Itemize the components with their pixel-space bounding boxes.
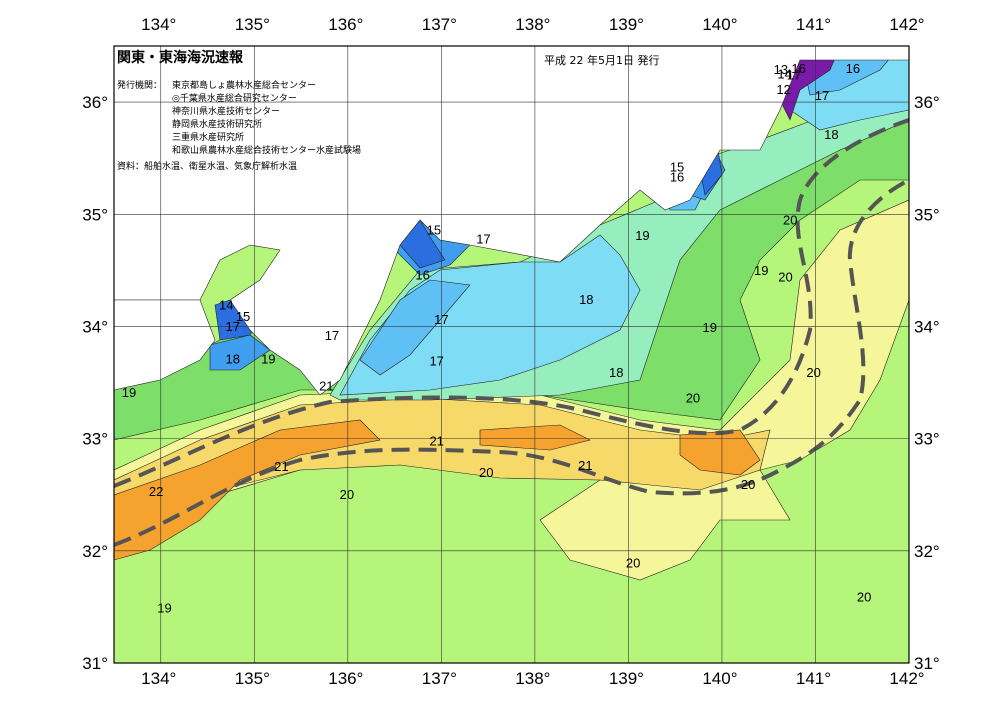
lon-tick-top: 137°: [422, 15, 457, 34]
sst-22c-core: [679, 429, 761, 476]
isotherm-label: 18: [226, 351, 240, 366]
lon-tick-top: 142°: [889, 15, 924, 34]
lat-tick-left: 35°: [82, 205, 108, 224]
isotherm-label: 19: [703, 320, 717, 335]
lon-tick-top: 141°: [796, 15, 831, 34]
agency-label: 発行機関：: [117, 81, 163, 91]
lat-tick-right: 32°: [914, 542, 940, 561]
isotherm-label: 21: [319, 378, 333, 393]
isotherm-label: 19: [157, 601, 171, 616]
isotherm-label: 20: [340, 487, 354, 502]
isotherm-label: 16: [846, 61, 860, 76]
agency-item: 東京都島しょ農林水産総合センター: [172, 81, 317, 91]
sst-15c-band: [209, 334, 271, 371]
lat-tick-left: 31°: [82, 654, 108, 673]
isotherm-label: 22: [149, 484, 163, 499]
isotherm-label: 17: [476, 231, 490, 246]
sst-22c-core: [114, 419, 381, 561]
lon-tick-top: 140°: [702, 15, 737, 34]
isotherm-label: 17: [815, 88, 829, 103]
lon-tick-bottom: 141°: [796, 669, 831, 688]
lat-lon-grid: [114, 46, 909, 663]
lon-tick-top: 135°: [235, 15, 270, 34]
isotherm-label: 16: [670, 170, 684, 185]
lat-tick-right: 36°: [914, 93, 940, 112]
data-source: 資料：船舶水温、衛星水温、気象庁解析水温: [117, 162, 298, 172]
isotherm-label: 19: [754, 263, 768, 278]
lat-tick-left: 33°: [82, 430, 108, 449]
agency-item: 静岡県水産技術研究所: [172, 120, 263, 130]
isotherm-label: 12: [776, 82, 790, 97]
isotherm-label: 20: [778, 270, 792, 285]
isotherm-label: 19: [261, 351, 275, 366]
isotherm-label: 17: [429, 354, 443, 369]
isotherm-label: 17: [226, 319, 240, 334]
isotherm-label: 17: [434, 312, 448, 327]
isotherm-label: 17: [325, 328, 339, 343]
isotherm-label: 14: [777, 67, 791, 82]
kuroshio-axis-lines: [114, 118, 909, 547]
agency-item: ◎千葉県水産総合研究センター: [172, 94, 297, 104]
lon-tick-top: 136°: [328, 15, 363, 34]
kuroshio-north-edge: [114, 118, 909, 488]
isotherm-label: 20: [741, 477, 755, 492]
isotherm-label: 15: [427, 222, 441, 237]
agency-item: 神奈川県水産技術センター: [172, 107, 281, 117]
lon-tick-top: 139°: [609, 15, 644, 34]
isotherm-label: 20: [783, 212, 797, 227]
issue-date: 平成 22 年5月1日 発行: [544, 54, 660, 67]
lon-tick-bottom: 138°: [515, 669, 550, 688]
isotherm-label: 14: [219, 298, 233, 313]
agency-item: 三重県水産研究所: [172, 133, 245, 143]
lon-tick-bottom: 139°: [609, 669, 644, 688]
kii-peninsula-land: [114, 46, 909, 396]
lon-tick-bottom: 134°: [141, 669, 176, 688]
kuroshio-south-edge: [114, 178, 909, 547]
shikoku-land: [114, 299, 216, 391]
map-title: 関東・東海海況速報: [117, 50, 243, 66]
isotherm-label: 20: [479, 465, 493, 480]
isotherm-label: 16: [415, 267, 429, 282]
isotherm-label: 18: [609, 365, 623, 380]
isotherm-label: 21: [274, 459, 288, 474]
isotherm-label: 19: [122, 385, 136, 400]
lon-tick-bottom: 140°: [702, 669, 737, 688]
isotherm-label: 20: [857, 589, 871, 604]
isotherm-label: 20: [686, 391, 700, 406]
isotherm-label: 18: [579, 292, 593, 307]
isotherm-label: 18: [824, 127, 838, 142]
lon-tick-top: 134°: [141, 15, 176, 34]
axis-tick-labels: 134° 134° 135° 135° 136° 136° 137° 137° 138° 138°…: [82, 15, 939, 688]
lon-tick-bottom: 135°: [235, 669, 270, 688]
isotherm-label: 13: [774, 62, 788, 77]
isotherm-label: 21: [578, 458, 592, 473]
isotherm-label: 17: [787, 68, 801, 83]
lat-tick-right: 35°: [914, 205, 940, 224]
isotherm-label: 21: [429, 433, 443, 448]
isotherm-label: 20: [806, 365, 820, 380]
lon-tick-bottom: 142°: [889, 669, 924, 688]
isotherm-label: 16: [791, 61, 805, 76]
sst-20c-yellow-patch: [539, 469, 791, 581]
lat-tick-right: 31°: [914, 654, 940, 673]
lat-tick-right: 34°: [914, 317, 940, 336]
isotherm-label: 20: [626, 556, 640, 571]
sst-17c-band: [339, 234, 641, 396]
temperature-fields: [114, 46, 909, 663]
lat-tick-left: 36°: [82, 93, 108, 112]
lon-tick-bottom: 136°: [328, 669, 363, 688]
lat-tick-left: 32°: [82, 542, 108, 561]
lon-tick-bottom: 137°: [422, 669, 457, 688]
isotherm-label: 15: [670, 160, 684, 175]
lon-tick-top: 138°: [515, 15, 550, 34]
isotherm-label: 19: [635, 228, 649, 243]
isotherm-label: 15: [236, 309, 250, 324]
agency-item: 和歌山県農林水産総合技術センター水産試験場: [172, 146, 362, 156]
lat-tick-right: 33°: [914, 430, 940, 449]
lat-tick-left: 34°: [82, 317, 108, 336]
sst-16c-band: [359, 279, 471, 376]
map-frame: [113, 45, 910, 664]
